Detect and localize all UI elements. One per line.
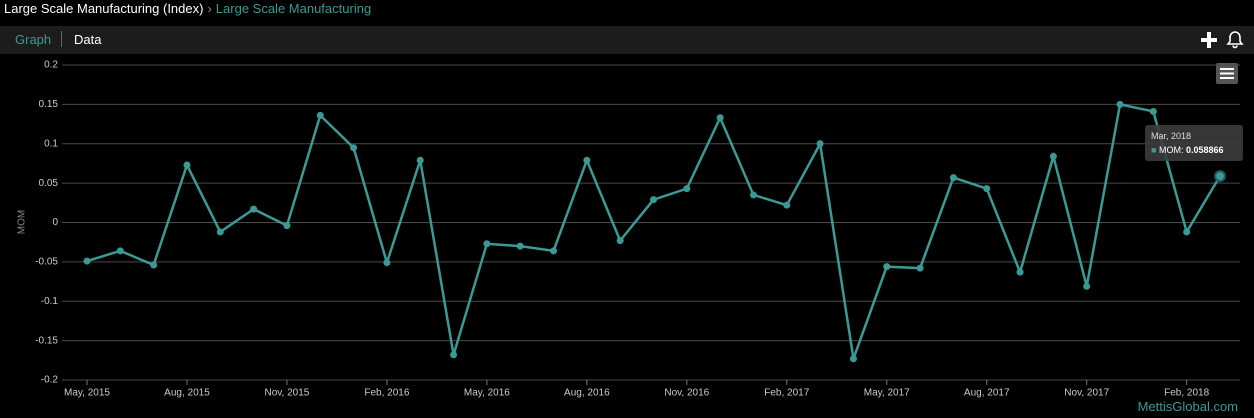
menu-button[interactable] — [1216, 63, 1238, 84]
data-point — [583, 156, 591, 164]
data-point — [849, 355, 857, 363]
data-point — [150, 261, 158, 269]
data-point — [749, 191, 757, 199]
x-tick-label: Feb, 2018 — [1164, 388, 1209, 399]
data-point — [1183, 228, 1191, 236]
y-tick-label: -0.05 — [35, 257, 58, 268]
data-point — [450, 351, 458, 359]
x-tick-label: May, 2016 — [464, 388, 510, 399]
data-point — [716, 114, 724, 122]
y-axis-label: MOM — [17, 210, 28, 234]
data-point — [983, 185, 991, 193]
data-point — [416, 156, 424, 164]
x-tick-label: Nov, 2015 — [265, 388, 310, 399]
tab-bar: Graph Data — [0, 26, 1254, 54]
data-point — [650, 196, 657, 204]
data-point — [350, 144, 358, 152]
data-point — [316, 111, 324, 119]
x-tick-label: Aug, 2017 — [964, 388, 1010, 399]
data-point — [1116, 100, 1124, 108]
y-tick-label: -0.1 — [41, 296, 59, 307]
chart: MOM -0.2 -0.15 -0.1 -0.05 0 0.05 0.1 0.15 0.2 May… — [17, 60, 1240, 399]
data-point — [116, 247, 124, 255]
data-point — [949, 174, 957, 182]
x-tick-label: Aug, 2016 — [564, 388, 610, 399]
tooltip-value: 0.058866 — [1185, 145, 1224, 155]
x-tick-label: Feb, 2016 — [364, 388, 409, 399]
add-icon[interactable] — [1200, 31, 1218, 49]
data-point — [883, 263, 891, 271]
data-point — [1149, 107, 1157, 115]
data-point — [783, 201, 791, 209]
x-tick-label: May, 2017 — [864, 388, 910, 399]
data-point — [1214, 170, 1226, 183]
y-tick-label: -0.2 — [41, 375, 59, 386]
y-tick-label: 0.2 — [44, 60, 58, 71]
x-tick-label: Aug, 2015 — [164, 388, 210, 399]
data-point — [550, 247, 558, 255]
breadcrumb-subtitle[interactable]: Large Scale Manufacturing — [215, 1, 372, 16]
x-tick-label: May, 2015 — [64, 388, 110, 399]
tab-data[interactable]: Data — [74, 32, 102, 47]
breadcrumb-separator: › — [207, 1, 212, 16]
data-point — [283, 222, 291, 230]
series-line — [86, 102, 1222, 360]
data-point — [683, 185, 691, 193]
y-tick-label: 0.15 — [39, 99, 59, 110]
breadcrumb: Large Scale Manufacturing (Index) › Large … — [4, 0, 371, 20]
data-point — [483, 240, 491, 248]
breadcrumb-title[interactable]: Large Scale Manufacturing (Index) — [4, 1, 204, 16]
y-tick-label: 0.1 — [44, 138, 58, 149]
data-point — [83, 257, 91, 265]
watermark: MettisGlobal.com — [1137, 399, 1238, 414]
tab-divider — [61, 31, 62, 47]
data-point — [183, 161, 191, 169]
bell-icon[interactable] — [1226, 30, 1244, 50]
tooltip-date: Mar, 2018 — [1151, 131, 1192, 141]
tooltip-label: MOM: — [1158, 145, 1184, 155]
data-point — [250, 205, 258, 213]
x-tick-label: Feb, 2017 — [764, 388, 809, 399]
data-point — [216, 228, 224, 236]
data-point — [516, 242, 524, 250]
tab-graph[interactable]: Graph — [15, 32, 52, 47]
data-point — [816, 140, 824, 148]
data-point — [1083, 282, 1091, 290]
data-point — [616, 237, 624, 245]
x-tick-label: Nov, 2017 — [1064, 388, 1109, 399]
tooltip: Mar, 2018 ■ MOM: 0.058866 — [1145, 125, 1243, 161]
data-point — [916, 264, 924, 272]
y-tick-label: 0.05 — [39, 178, 59, 189]
data-point — [1049, 152, 1057, 160]
y-tick-label: -0.15 — [35, 335, 58, 346]
y-tick-label: 0 — [52, 217, 58, 228]
data-point — [1016, 268, 1024, 276]
tooltip-row: ■ MOM: 0.058866 — [1151, 145, 1224, 155]
data-point — [383, 259, 391, 267]
x-tick-label: Nov, 2016 — [664, 388, 709, 399]
